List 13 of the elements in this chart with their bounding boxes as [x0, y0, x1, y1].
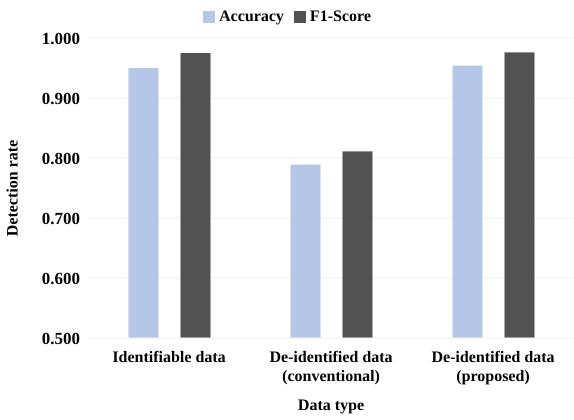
legend-label: Accuracy — [219, 8, 284, 25]
y-tick-label: 0.800 — [42, 149, 80, 168]
x-tick-label: De-identified data (conventional) — [269, 349, 393, 385]
x-tick-label: De-identified data (proposed) — [431, 349, 555, 385]
legend-label: F1-Score — [310, 8, 371, 25]
y-tick-label: 0.500 — [42, 329, 80, 348]
y-tick-label: 1.000 — [42, 29, 80, 48]
y-axis-title: Detection rate — [4, 140, 22, 236]
x-axis-title: Data type — [298, 397, 364, 414]
y-tick-label: 0.600 — [42, 269, 80, 288]
x-tick-label: Identifiable data — [112, 349, 226, 366]
y-tick-label: 0.700 — [42, 209, 80, 228]
y-tick-label: 0.900 — [42, 89, 80, 108]
